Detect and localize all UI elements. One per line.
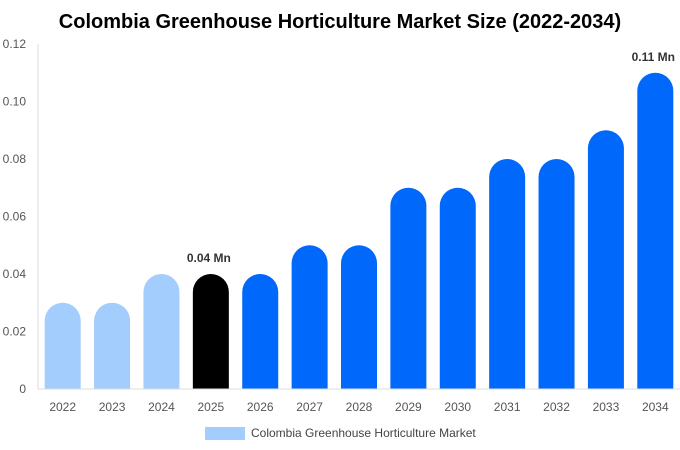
x-tick-label: 2023 [99,400,126,414]
bar-2029[interactable] [390,187,427,389]
x-tick-label: 2029 [395,400,422,414]
bar-2033[interactable] [587,130,624,390]
x-tick-label: 2030 [444,400,471,414]
x-tick-label: 2034 [642,400,669,414]
bars-group [44,72,674,390]
y-tick-label: 0.10 [3,95,27,109]
bar-2031[interactable] [489,158,526,389]
y-tick-label: 0.02 [3,325,27,339]
x-tick-label: 2026 [247,400,274,414]
data-label-2034: 0.11 Mn [632,50,675,64]
data-label-2025: 0.04 Mn [187,251,231,265]
x-tick-label: 2027 [296,400,323,414]
chart-title: Colombia Greenhouse Horticulture Market … [59,11,621,33]
bar-2023[interactable] [94,302,131,389]
x-axis: 2022 2023 2024 2025 2026 2027 2028 2029 2030 2031… [38,388,680,414]
bar-2022[interactable] [44,302,81,389]
x-tick-label: 2031 [494,400,521,414]
bar-2025[interactable] [192,274,229,389]
bar-2032[interactable] [538,159,575,389]
bar-2024[interactable] [143,274,180,389]
y-axis: 0 0.02 0.04 0.06 0.08 0.10 0.12 [3,37,39,396]
x-tick-label: 2025 [197,400,224,414]
y-tick-label: 0 [19,382,26,396]
x-tick-label: 2033 [593,400,620,414]
data-labels-group: 0.04 Mn 0.11 Mn [187,50,675,265]
bar-2028[interactable] [341,245,377,389]
x-tick-label: 2032 [543,400,570,414]
y-tick-label: 0.08 [3,152,27,166]
bar-2026[interactable] [242,274,279,389]
bar-2030[interactable] [439,187,476,389]
legend-swatch [205,427,245,440]
bar-2034[interactable] [637,72,674,389]
y-tick-label: 0.04 [3,267,27,281]
y-tick-label: 0.12 [3,37,27,51]
legend[interactable]: Colombia Greenhouse Horticulture Market [205,426,476,440]
x-tick-label: 2022 [49,400,76,414]
x-tick-label: 2028 [346,400,373,414]
legend-label: Colombia Greenhouse Horticulture Market [251,426,476,440]
y-tick-label: 0.06 [3,210,27,224]
x-tick-label: 2024 [148,400,175,414]
bar-2027[interactable] [291,245,328,389]
